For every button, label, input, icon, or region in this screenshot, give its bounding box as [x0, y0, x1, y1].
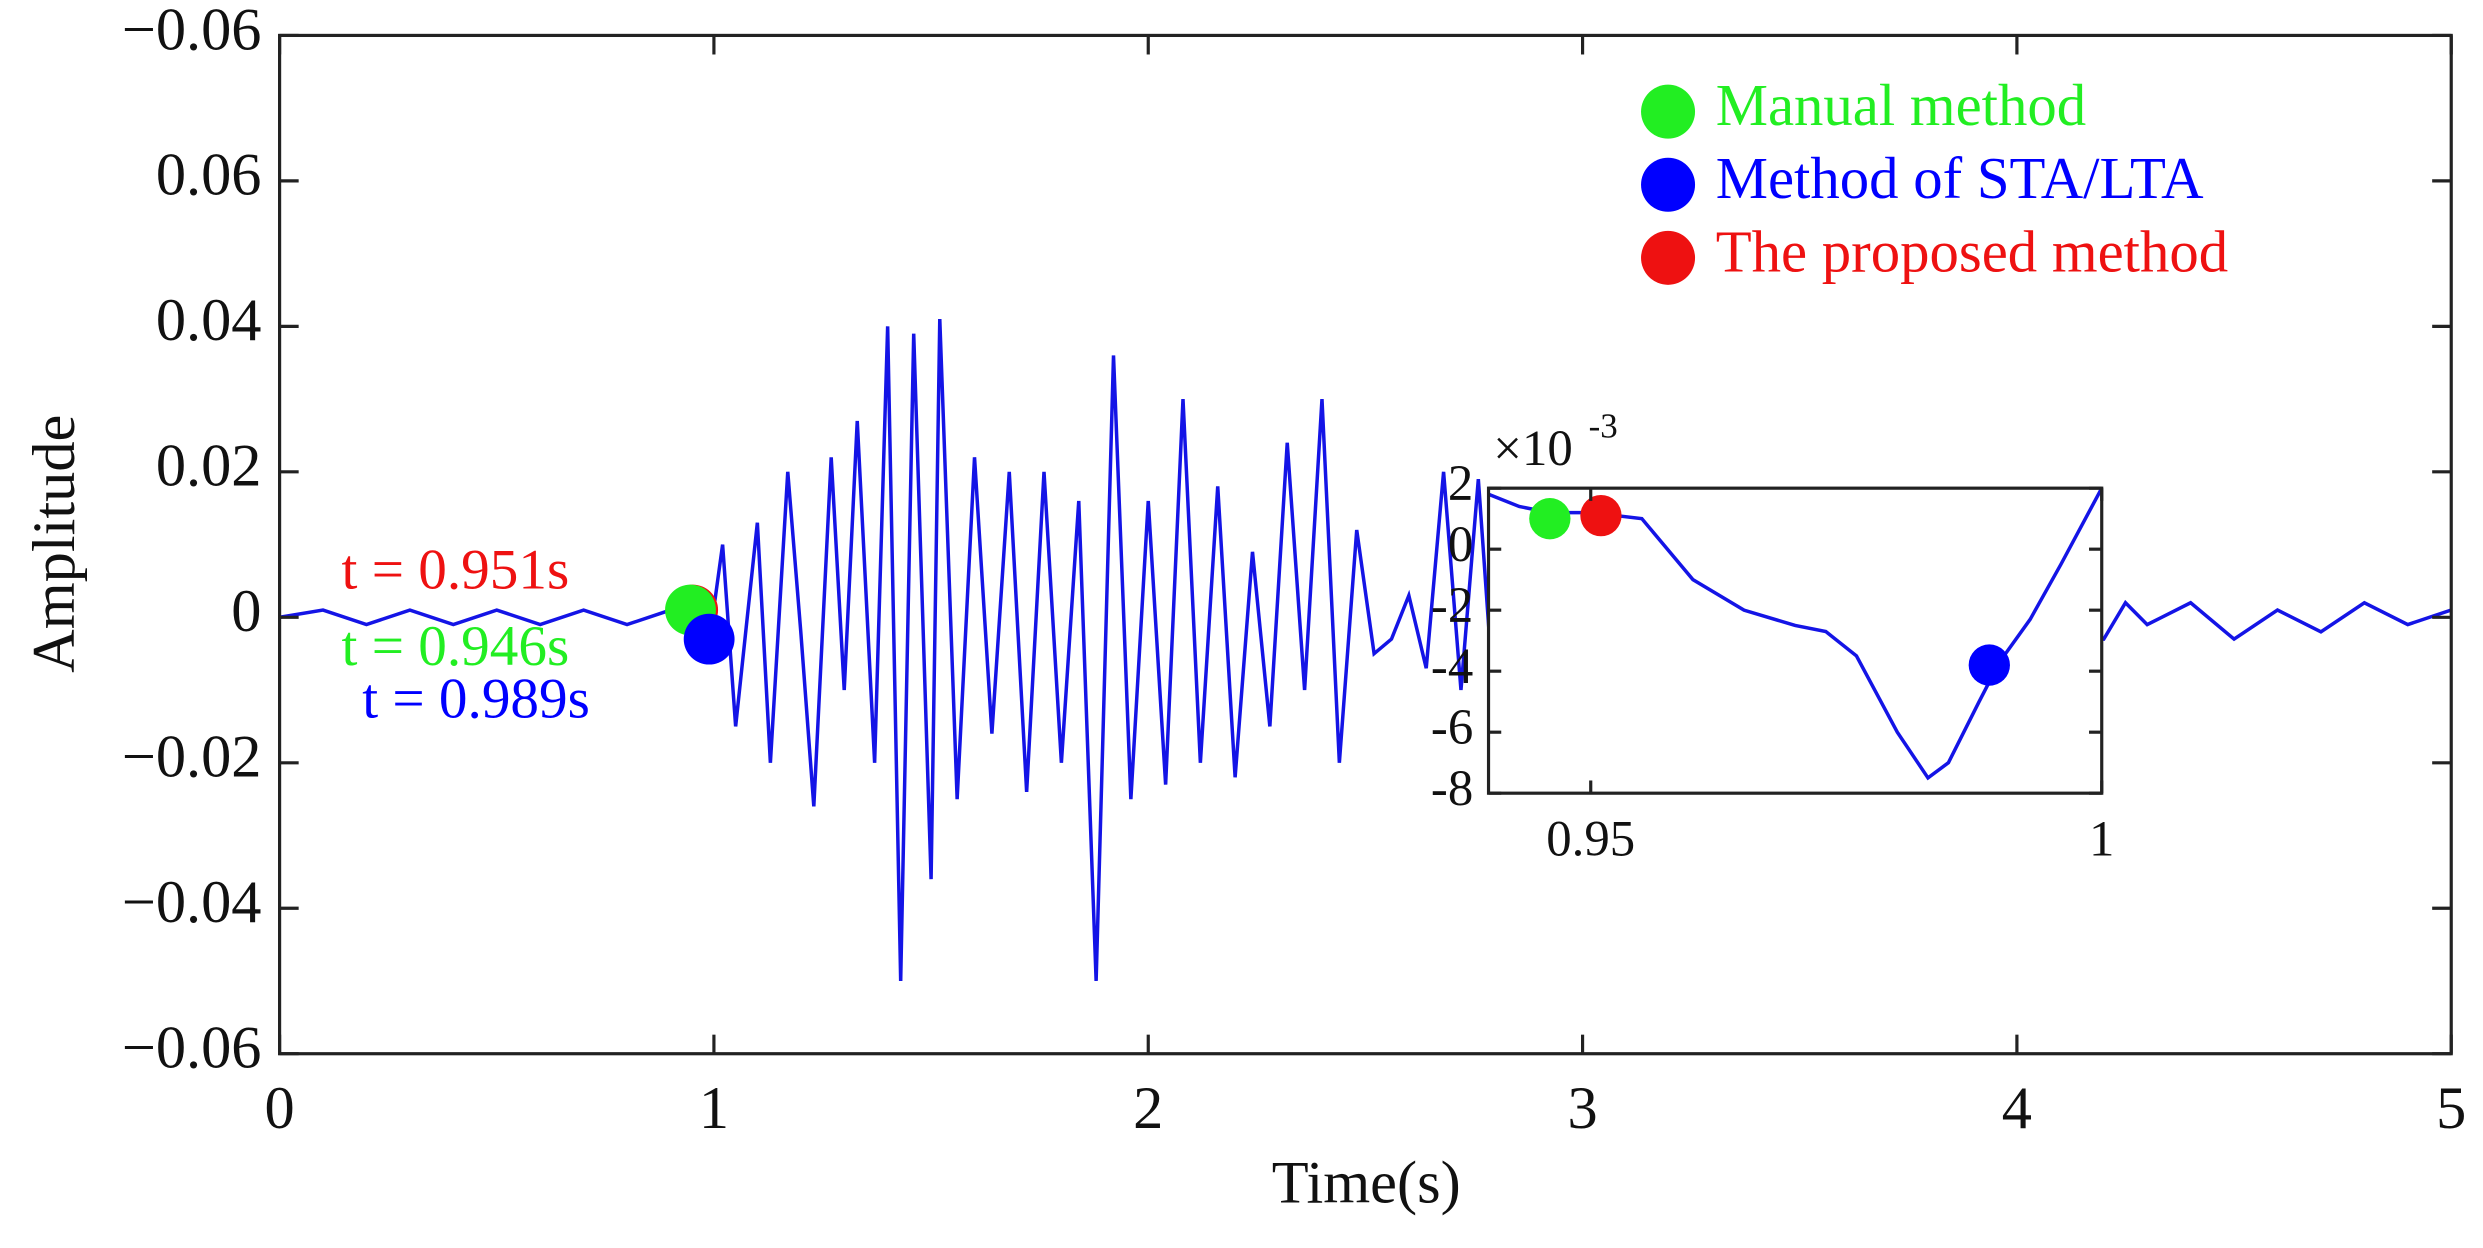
signal-line: [279, 319, 2452, 982]
pick-annotation: t = 0.989s: [362, 667, 590, 730]
x-tick-label: 5: [2436, 1075, 2466, 1142]
legend-label: Manual method: [1716, 73, 2086, 138]
y-tick-label: 2: [1448, 455, 1473, 511]
pick-marker: [1968, 644, 2010, 686]
y-tick-label: 0: [1448, 516, 1473, 572]
y-tick-label: 0.04: [156, 287, 262, 354]
x-axis-label: Time(s): [1272, 1150, 1461, 1217]
x-tick-label: 2: [1133, 1075, 1163, 1142]
legend-label: The proposed method: [1716, 219, 2228, 284]
inset-exponent: -3: [1589, 406, 1618, 445]
y-tick-label: -4: [1431, 638, 1473, 694]
y-tick-label: -6: [1431, 699, 1473, 755]
inset-multiplier: ×10: [1493, 420, 1573, 476]
x-tick-label: 1: [699, 1075, 729, 1142]
axes-frame: [278, 33, 2453, 1056]
x-tick-label: 3: [1567, 1075, 1597, 1142]
pick-marker: [1580, 494, 1622, 537]
pick-annotation: t = 0.946s: [342, 615, 570, 678]
legend-marker: [1641, 84, 1696, 139]
y-tick-label: −0.06: [122, 1015, 262, 1082]
x-tick-label: 0: [265, 1075, 295, 1142]
y-tick-label: −0.04: [122, 869, 262, 936]
y-tick-label: −0.02: [122, 724, 262, 791]
x-tick-label: 4: [2002, 1075, 2032, 1142]
x-tick-label: 1: [2089, 811, 2114, 867]
inset-background: [1488, 488, 2102, 794]
axes-frame: [1486, 486, 2104, 795]
x-tick-label: 0.95: [1546, 811, 1635, 867]
y-tick-label: 0: [231, 578, 261, 645]
legend-label: Method of STA/LTA: [1716, 146, 2204, 211]
line-group: [279, 319, 2452, 982]
legend-marker: [1641, 157, 1696, 212]
y-tick-label: 0.02: [156, 433, 262, 500]
legend-marker: [1641, 230, 1696, 285]
pick-annotation: t = 0.951s: [342, 539, 570, 602]
pick-marker: [1529, 498, 1571, 540]
y-tick-label: 0.06: [156, 142, 262, 209]
y-tick-label: -2: [1431, 577, 1473, 633]
pick-marker: [683, 613, 735, 665]
y-axis-label: Amplitude: [21, 415, 88, 673]
y-tick-label: −0.06: [122, 0, 262, 63]
y-tick-label: -8: [1431, 760, 1473, 816]
